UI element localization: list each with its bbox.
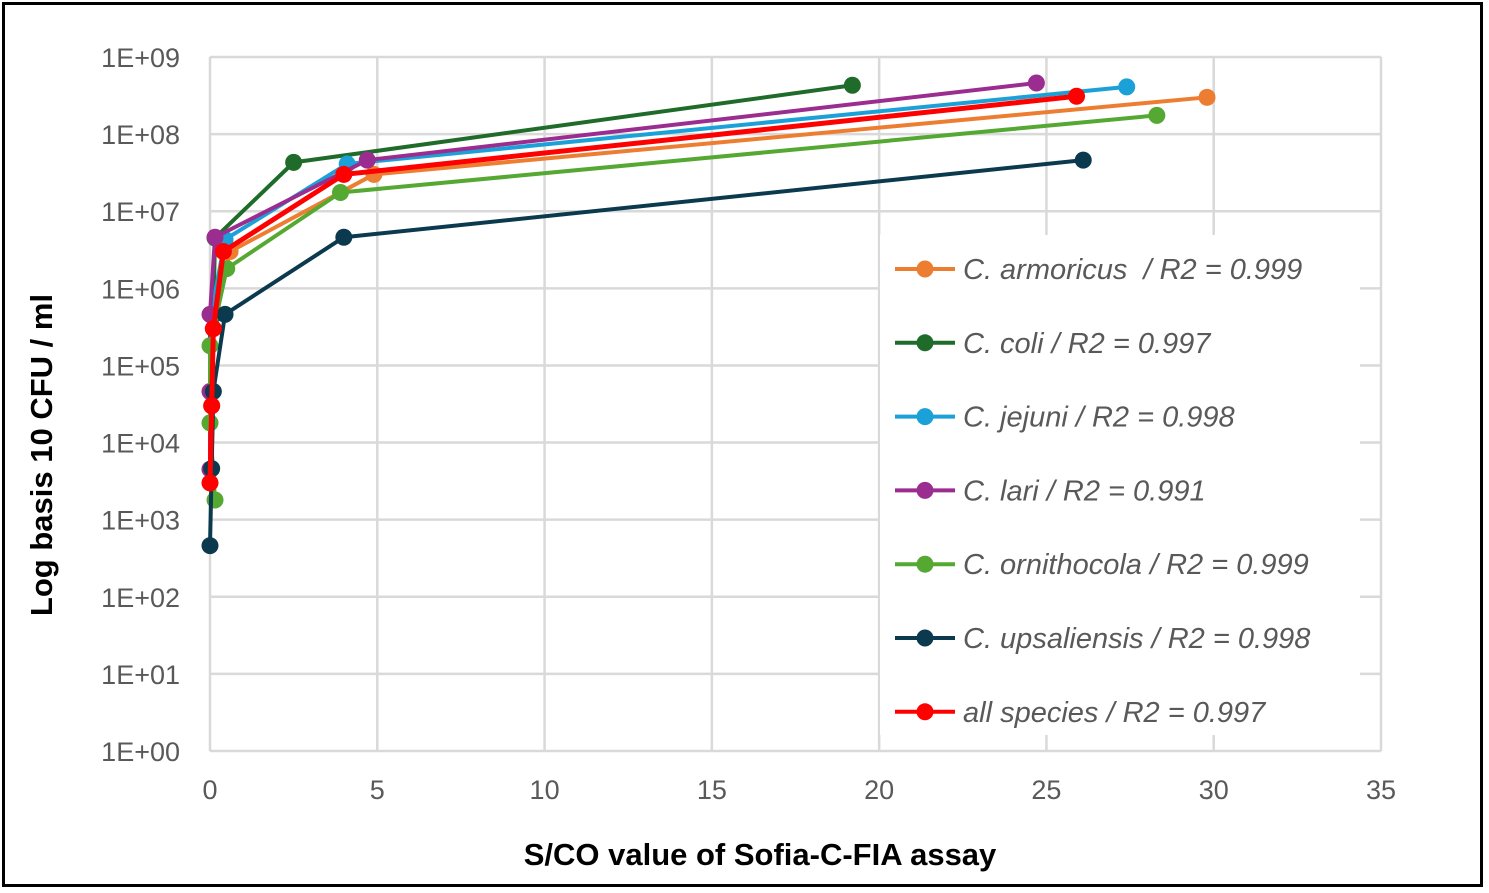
y-tick-label: 1E+03 bbox=[101, 506, 180, 536]
legend-item: C. armoricus / R2 = 0.999 bbox=[895, 254, 1302, 286]
data-point bbox=[216, 305, 234, 323]
legend-label: C. ornithocola / R2 = 0.999 bbox=[963, 549, 1309, 581]
legend-marker bbox=[916, 555, 934, 573]
y-tick-label: 1E+01 bbox=[101, 660, 180, 690]
y-axis-title: Log basis 10 CFU / ml bbox=[24, 294, 59, 616]
x-tick-label: 10 bbox=[530, 775, 560, 805]
legend-marker bbox=[916, 703, 934, 721]
data-point bbox=[1027, 74, 1045, 92]
legend-marker bbox=[916, 334, 934, 352]
data-point bbox=[201, 474, 219, 492]
x-tick-label: 5 bbox=[370, 775, 385, 805]
data-point bbox=[335, 165, 353, 183]
legend-label: C. jejuni / R2 = 0.998 bbox=[963, 402, 1235, 434]
y-tick-label: 1E+02 bbox=[101, 583, 180, 613]
data-point bbox=[331, 183, 349, 201]
legend-item: C. ornithocola / R2 = 0.999 bbox=[895, 549, 1309, 581]
y-tick-label: 1E+04 bbox=[101, 429, 180, 459]
series-6 bbox=[201, 87, 1086, 492]
y-tick-label: 1E+08 bbox=[101, 120, 180, 150]
data-point bbox=[1068, 87, 1086, 105]
data-point bbox=[1118, 78, 1136, 96]
data-point bbox=[206, 228, 224, 246]
y-axis-ticks: 1E+00 1E+01 1E+02 1E+03 1E+04 1E+05 1E+06 1E+07… bbox=[101, 43, 180, 767]
legend-item: C. coli / R2 = 0.997 bbox=[895, 328, 1212, 360]
legend-label: all species / R2 = 0.997 bbox=[963, 697, 1267, 729]
legend-marker bbox=[916, 481, 934, 499]
data-point bbox=[214, 243, 232, 261]
series-line bbox=[207, 93, 1077, 483]
legend-label: C. armoricus / R2 = 0.999 bbox=[963, 254, 1302, 286]
legend-item: C. upsaliensis / R2 = 0.998 bbox=[895, 623, 1310, 655]
x-axis-ticks: 0 5 10 15 20 25 30 35 bbox=[202, 775, 1396, 805]
legend-marker bbox=[916, 629, 934, 647]
data-point bbox=[1074, 151, 1092, 169]
data-point bbox=[201, 337, 219, 355]
legend-item: C. jejuni / R2 = 0.998 bbox=[895, 402, 1235, 434]
x-tick-label: 15 bbox=[697, 775, 727, 805]
data-point bbox=[203, 397, 221, 415]
y-tick-label: 1E+00 bbox=[101, 737, 180, 767]
y-tick-label: 1E+09 bbox=[101, 43, 180, 73]
y-tick-label: 1E+05 bbox=[101, 351, 180, 381]
x-tick-label: 20 bbox=[864, 775, 894, 805]
x-axis-title: S/CO value of Sofia-C-FIA assay bbox=[524, 837, 997, 872]
x-tick-label: 30 bbox=[1199, 775, 1229, 805]
y-tick-label: 1E+07 bbox=[101, 197, 180, 227]
data-point bbox=[1198, 88, 1216, 106]
data-point bbox=[358, 151, 376, 169]
x-tick-label: 35 bbox=[1366, 775, 1396, 805]
legend-item: C. lari / R2 = 0.991 bbox=[895, 475, 1206, 507]
legend-label: C. upsaliensis / R2 = 0.998 bbox=[963, 623, 1310, 655]
legend-marker bbox=[916, 408, 934, 426]
data-point bbox=[285, 153, 303, 171]
legend-item: all species / R2 = 0.997 bbox=[895, 697, 1267, 729]
series-group bbox=[201, 74, 1216, 555]
legend-background bbox=[880, 235, 1360, 735]
data-point bbox=[204, 320, 222, 338]
legend-label: C. coli / R2 = 0.997 bbox=[963, 328, 1212, 360]
data-point bbox=[201, 537, 219, 555]
data-point bbox=[335, 228, 353, 246]
data-point bbox=[843, 76, 861, 94]
y-tick-label: 1E+06 bbox=[101, 274, 180, 304]
data-point bbox=[1148, 106, 1166, 124]
x-tick-label: 0 bbox=[202, 775, 217, 805]
x-tick-label: 25 bbox=[1031, 775, 1061, 805]
legend-label: C. lari / R2 = 0.991 bbox=[963, 475, 1206, 507]
legend-marker bbox=[916, 260, 934, 278]
legend: C. armoricus / R2 = 0.999 C. coli / R2 = … bbox=[880, 235, 1360, 735]
